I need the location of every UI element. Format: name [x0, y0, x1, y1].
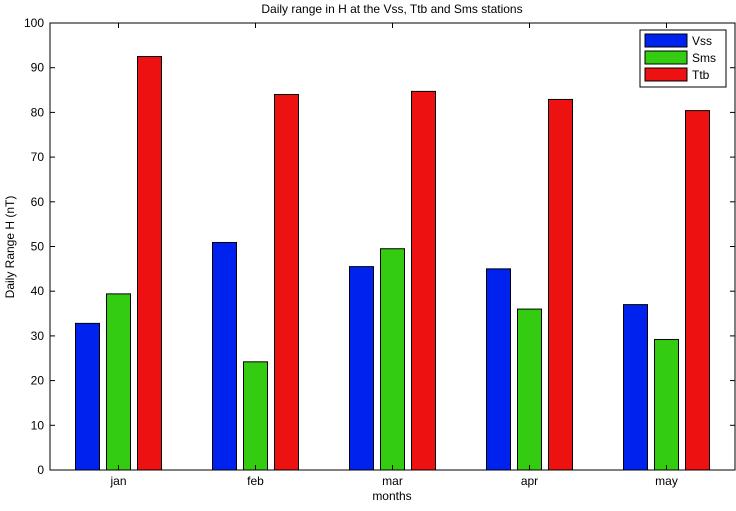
y-tick-label: 20	[31, 374, 45, 388]
x-tick-label: feb	[247, 474, 264, 488]
chart-title: Daily range in H at the Vss, Ttb and Sms…	[261, 2, 522, 16]
legend-swatch-vss	[644, 33, 688, 48]
y-tick-label: 90	[31, 61, 45, 75]
legend-swatch-ttb	[644, 67, 688, 82]
bars-layer	[75, 56, 710, 471]
legend-label-ttb: Ttb	[692, 68, 710, 82]
y-tick-label: 70	[31, 150, 45, 164]
bar-ttb-apr	[548, 98, 573, 471]
y-tick-label: 10	[31, 418, 45, 432]
x-tick-label: mar	[382, 474, 403, 488]
x-tick-label: may	[655, 474, 678, 488]
y-tick-label: 100	[24, 16, 44, 30]
y-axis-label: Daily Range H (nT)	[3, 196, 17, 299]
y-tick-label: 0	[37, 463, 44, 477]
bar-ttb-mar	[411, 90, 436, 471]
y-tick-label: 50	[31, 240, 45, 254]
bar-vss-feb	[212, 241, 237, 471]
legend-label-vss: Vss	[692, 34, 712, 48]
x-axis-ticks: jan feb mar apr may	[109, 23, 678, 488]
bar-vss-apr	[486, 268, 511, 471]
y-tick-label: 40	[31, 284, 45, 298]
bar-ttb-may	[685, 110, 710, 471]
bar-sms-jan	[106, 293, 131, 471]
bar-ttb-jan	[137, 56, 162, 471]
bar-vss-may	[623, 304, 648, 471]
bar-sms-apr	[517, 308, 542, 471]
bar-sms-mar	[380, 248, 405, 471]
legend-swatch-sms	[644, 50, 688, 65]
bar-sms-may	[654, 338, 679, 471]
y-tick-label: 80	[31, 105, 45, 119]
bar-sms-feb	[243, 361, 268, 471]
x-tick-label: jan	[109, 474, 126, 488]
y-tick-label: 30	[31, 329, 45, 343]
legend: Vss Sms Ttb	[639, 29, 727, 88]
bar-vss-jan	[75, 322, 100, 471]
bar-vss-mar	[349, 266, 374, 471]
x-tick-label: apr	[521, 474, 538, 488]
bar-ttb-feb	[274, 94, 299, 471]
y-axis-ticks: 0 10 20 30 40 50 60 70 80 90 100	[24, 16, 735, 477]
y-tick-label: 60	[31, 195, 45, 209]
x-axis-label: months	[372, 489, 411, 503]
legend-label-sms: Sms	[692, 51, 716, 65]
